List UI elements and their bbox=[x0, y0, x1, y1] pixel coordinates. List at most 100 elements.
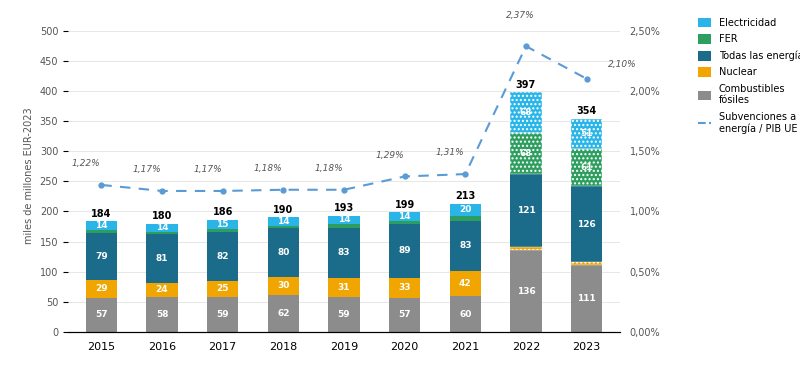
Text: 2,10%: 2,10% bbox=[608, 60, 637, 69]
Bar bbox=[207, 229, 238, 232]
Bar bbox=[389, 298, 421, 332]
Bar bbox=[450, 221, 481, 270]
Bar bbox=[510, 250, 542, 332]
Bar bbox=[571, 262, 602, 265]
Bar bbox=[86, 232, 117, 280]
Text: 199: 199 bbox=[394, 200, 414, 210]
Text: 15: 15 bbox=[217, 220, 229, 229]
Text: 136: 136 bbox=[517, 287, 535, 296]
Text: 51: 51 bbox=[580, 130, 593, 138]
Bar bbox=[450, 216, 481, 221]
Text: 184: 184 bbox=[91, 209, 111, 219]
Bar bbox=[571, 118, 602, 149]
Text: 42: 42 bbox=[459, 279, 472, 288]
Text: 1,31%: 1,31% bbox=[436, 148, 465, 157]
Bar bbox=[450, 296, 481, 332]
Bar bbox=[207, 232, 238, 282]
Text: 20: 20 bbox=[459, 205, 471, 214]
Text: 1,22%: 1,22% bbox=[72, 159, 101, 168]
Text: 14: 14 bbox=[398, 212, 411, 221]
Bar bbox=[267, 277, 299, 295]
Bar bbox=[146, 283, 178, 297]
Legend: Electricidad, FER, Todas las energías, Nuclear, Combustibles
fósiles, Subvencion: Electricidad, FER, Todas las energías, N… bbox=[697, 17, 800, 135]
Text: 14: 14 bbox=[156, 223, 168, 232]
Bar bbox=[450, 270, 481, 296]
Bar bbox=[571, 186, 602, 262]
Bar bbox=[207, 282, 238, 297]
Bar bbox=[86, 230, 117, 232]
Text: 180: 180 bbox=[152, 211, 172, 221]
Bar bbox=[510, 133, 542, 174]
Bar bbox=[146, 297, 178, 332]
Text: 59: 59 bbox=[216, 310, 229, 319]
Text: 1,17%: 1,17% bbox=[133, 165, 161, 174]
Text: 83: 83 bbox=[338, 248, 350, 257]
Text: 58: 58 bbox=[156, 310, 168, 319]
Text: 1,17%: 1,17% bbox=[194, 165, 222, 174]
Bar bbox=[510, 133, 542, 174]
Bar bbox=[267, 226, 299, 228]
Text: 33: 33 bbox=[398, 283, 411, 292]
Text: 30: 30 bbox=[277, 281, 290, 290]
Bar bbox=[389, 278, 421, 298]
Text: 79: 79 bbox=[95, 252, 108, 261]
Bar bbox=[389, 221, 421, 224]
Text: 186: 186 bbox=[213, 207, 233, 217]
Text: 57: 57 bbox=[95, 310, 108, 320]
Bar bbox=[328, 216, 360, 224]
Text: 61: 61 bbox=[580, 163, 593, 172]
Y-axis label: miles de millones EUR-2023: miles de millones EUR-2023 bbox=[24, 107, 34, 244]
Text: 59: 59 bbox=[338, 310, 350, 319]
Text: 62: 62 bbox=[277, 309, 290, 318]
Bar bbox=[207, 220, 238, 229]
Text: 14: 14 bbox=[277, 217, 290, 226]
Bar bbox=[146, 224, 178, 232]
Text: 89: 89 bbox=[398, 246, 411, 255]
Text: 57: 57 bbox=[398, 310, 411, 320]
Bar bbox=[389, 212, 421, 221]
Text: 60: 60 bbox=[459, 310, 471, 318]
Bar bbox=[571, 262, 602, 265]
Bar bbox=[510, 247, 542, 250]
Bar bbox=[267, 295, 299, 332]
Text: 126: 126 bbox=[578, 220, 596, 229]
Text: 121: 121 bbox=[517, 206, 535, 215]
Text: 190: 190 bbox=[274, 205, 294, 215]
Bar bbox=[510, 92, 542, 133]
Bar bbox=[571, 118, 602, 149]
Bar bbox=[267, 217, 299, 226]
Bar bbox=[328, 278, 360, 297]
Bar bbox=[207, 297, 238, 332]
Bar bbox=[510, 247, 542, 250]
Text: 111: 111 bbox=[578, 294, 596, 303]
Text: 83: 83 bbox=[459, 241, 471, 250]
Bar bbox=[571, 149, 602, 186]
Bar bbox=[267, 228, 299, 277]
Text: 397: 397 bbox=[516, 80, 536, 90]
Bar bbox=[510, 174, 542, 247]
Text: 213: 213 bbox=[455, 191, 475, 201]
Bar bbox=[450, 204, 481, 216]
Bar bbox=[86, 280, 117, 298]
Text: 354: 354 bbox=[577, 106, 597, 116]
Bar bbox=[389, 224, 421, 278]
Text: 193: 193 bbox=[334, 203, 354, 213]
Text: 24: 24 bbox=[156, 285, 168, 294]
Bar bbox=[510, 92, 542, 133]
Text: 1,29%: 1,29% bbox=[375, 151, 404, 159]
Bar bbox=[328, 228, 360, 278]
Text: 68: 68 bbox=[520, 108, 532, 117]
Text: 29: 29 bbox=[95, 284, 108, 293]
Text: 14: 14 bbox=[338, 215, 350, 224]
Text: 82: 82 bbox=[217, 252, 229, 261]
Text: 31: 31 bbox=[338, 283, 350, 292]
Text: 1,18%: 1,18% bbox=[314, 164, 343, 173]
Text: 2,37%: 2,37% bbox=[506, 11, 534, 20]
Bar bbox=[571, 149, 602, 186]
Text: 1,18%: 1,18% bbox=[254, 164, 282, 173]
Bar bbox=[146, 234, 178, 283]
Bar bbox=[146, 232, 178, 234]
Text: 25: 25 bbox=[217, 284, 229, 293]
Text: 68: 68 bbox=[520, 149, 532, 158]
Text: 14: 14 bbox=[95, 221, 108, 230]
